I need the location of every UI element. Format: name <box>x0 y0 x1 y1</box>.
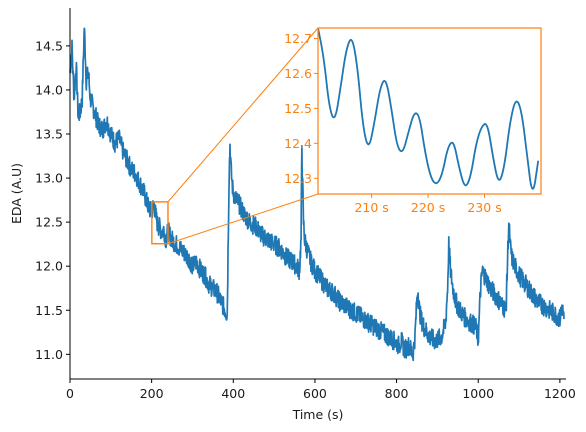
inset-x-axis-ticks: 210 s 220 s 230 s <box>354 194 502 215</box>
y-tick-label: 14.5 <box>35 38 63 53</box>
y-tick-label: 13.5 <box>35 127 63 142</box>
inset-x-tick-label: 210 s <box>354 200 388 215</box>
main-x-axis-ticks: 0 200 400 600 800 1000 1200 <box>66 379 576 401</box>
x-tick-label: 1000 <box>462 386 494 401</box>
inset-series-line <box>318 28 540 190</box>
inset-y-tick-label: 12.7 <box>284 31 312 46</box>
inset-y-axis-ticks: 12.3 12.4 12.5 12.6 12.7 <box>284 31 318 186</box>
inset-plot <box>317 27 542 195</box>
inset-x-tick-label: 230 s <box>467 200 501 215</box>
y-axis-label: EDA (A.U) <box>9 163 24 224</box>
x-tick-label: 1200 <box>544 386 576 401</box>
y-tick-label: 12.0 <box>35 259 63 274</box>
inset-y-tick-label: 12.6 <box>284 66 312 81</box>
y-tick-label: 14.0 <box>35 82 63 97</box>
inset-x-tick-label: 220 s <box>411 200 445 215</box>
x-tick-label: 800 <box>385 386 409 401</box>
zoom-indicator <box>151 27 319 245</box>
zoom-region-box <box>151 201 169 245</box>
inset-y-tick-label: 12.5 <box>284 101 312 116</box>
y-tick-label: 12.5 <box>35 215 63 230</box>
y-tick-label: 13.0 <box>35 171 63 186</box>
x-tick-label: 400 <box>221 386 245 401</box>
x-tick-label: 600 <box>303 386 327 401</box>
main-y-axis-ticks: 11.0 11.5 12.0 12.5 13.0 13.5 14.0 14.5 <box>35 38 70 362</box>
x-tick-label: 0 <box>66 386 74 401</box>
x-tick-label: 200 <box>140 386 164 401</box>
zoom-connector-bottom <box>167 193 319 245</box>
inset-frame <box>317 27 542 195</box>
y-tick-label: 11.0 <box>35 347 63 362</box>
zoom-connector-top <box>167 27 319 203</box>
y-tick-label: 11.5 <box>35 303 63 318</box>
x-axis-label: Time (s) <box>292 407 344 422</box>
inset-y-tick-label: 12.4 <box>284 136 312 151</box>
inset-y-tick-label: 12.3 <box>284 171 312 186</box>
